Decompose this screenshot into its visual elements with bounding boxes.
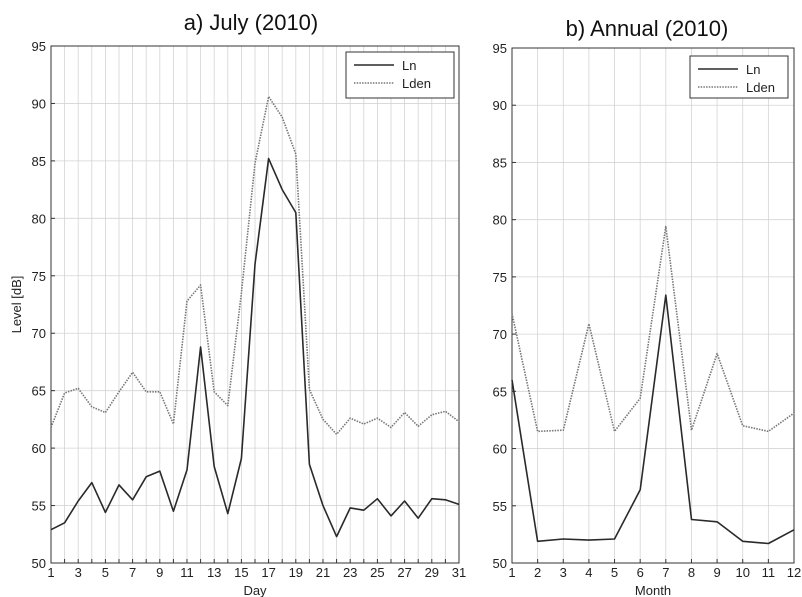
- x-axis-label: Day: [243, 583, 267, 597]
- legend: Ln Lden: [689, 55, 789, 99]
- x-tick-label: 8: [688, 565, 695, 580]
- x-tick-label: 4: [585, 565, 592, 580]
- legend-label-ln: Ln: [402, 58, 416, 73]
- panel-july: 1 3 5 7 9 11 13 15 17 19 21 23 25 27 29 315055606570758…: [9, 10, 466, 597]
- x-tick-label: 15: [234, 565, 248, 580]
- x-tick-label: 12: [787, 565, 801, 580]
- y-tick-label: 65: [32, 384, 46, 399]
- series-line-lden: [511, 225, 795, 433]
- y-tick-label: 50: [32, 556, 46, 571]
- legend-label-lden: Lden: [402, 76, 431, 91]
- x-tick-label: 5: [611, 565, 618, 580]
- y-tick-label: 75: [493, 270, 507, 285]
- x-tick-label: 10: [735, 565, 749, 580]
- x-tick-label: 23: [343, 565, 357, 580]
- x-tick-label: 19: [289, 565, 303, 580]
- x-tick-label: 3: [75, 565, 82, 580]
- x-tick-label: 1: [508, 565, 515, 580]
- legend-label-ln: Ln: [746, 62, 760, 77]
- y-tick-label: 85: [32, 154, 46, 169]
- x-tick-label: 25: [370, 565, 384, 580]
- x-tick-label: 1: [47, 565, 54, 580]
- plot-area: [512, 48, 794, 563]
- x-tick-label: 7: [662, 565, 669, 580]
- x-tick-label: 5: [102, 565, 109, 580]
- y-tick-label: 90: [493, 98, 507, 113]
- y-tick-label: 70: [493, 327, 507, 342]
- x-tick-label: 6: [637, 565, 644, 580]
- x-tick-label: 7: [129, 565, 136, 580]
- y-tick-label: 50: [493, 556, 507, 571]
- legend-box: [689, 55, 789, 99]
- y-tick-label: 80: [493, 213, 507, 228]
- y-tick-label: 95: [32, 39, 46, 54]
- x-axis-label: Month: [635, 583, 671, 597]
- x-tick-label: 9: [713, 565, 720, 580]
- y-tick-label: 95: [493, 41, 507, 56]
- x-tick-label: 3: [560, 565, 567, 580]
- x-tick-label: 11: [762, 565, 776, 580]
- legend: Ln Lden: [345, 51, 455, 99]
- series-line-ln: [511, 294, 795, 545]
- y-tick-label: 60: [32, 441, 46, 456]
- legend-box: [345, 51, 455, 99]
- y-axis-label: Level [dB]: [9, 276, 24, 334]
- x-tick-label: 27: [397, 565, 411, 580]
- y-tick-label: 55: [32, 499, 46, 514]
- y-tick-label: 70: [32, 326, 46, 341]
- legend-label-lden: Lden: [746, 80, 775, 95]
- x-tick-label: 13: [207, 565, 221, 580]
- x-tick-label: 17: [261, 565, 275, 580]
- x-tick-label: 9: [156, 565, 163, 580]
- y-tick-label: 65: [493, 384, 507, 399]
- y-tick-label: 60: [493, 442, 507, 457]
- y-tick-label: 90: [32, 96, 46, 111]
- y-tick-label: 80: [32, 211, 46, 226]
- plot-frame: [511, 47, 795, 564]
- chart-title: a) July (2010): [184, 10, 319, 35]
- chart-title: b) Annual (2010): [566, 16, 729, 41]
- x-tick-label: 21: [316, 565, 330, 580]
- x-tick-label: 11: [180, 565, 194, 580]
- x-tick-label: 2: [534, 565, 541, 580]
- series-line-lden: [50, 95, 460, 436]
- x-tick-label: 31: [452, 565, 466, 580]
- y-tick-label: 75: [32, 269, 46, 284]
- y-tick-label: 85: [493, 155, 507, 170]
- y-tick-label: 55: [493, 499, 507, 514]
- x-tick-label: 29: [425, 565, 439, 580]
